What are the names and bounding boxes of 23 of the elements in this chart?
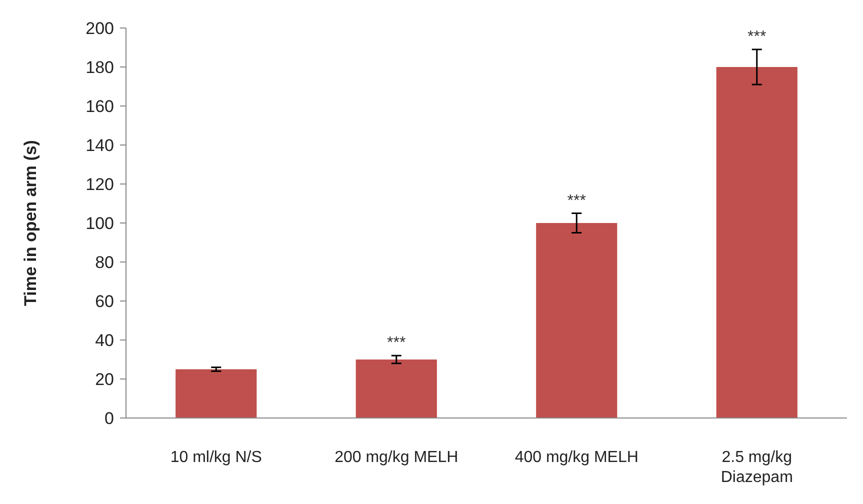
y-tick-label: 100 [86, 214, 114, 233]
annotation: *** [567, 192, 586, 210]
y-tick-label: 60 [95, 292, 114, 311]
y-tick-label: 180 [86, 58, 114, 77]
y-tick-label: 40 [95, 330, 114, 350]
bar [356, 360, 437, 418]
y-tick-label: 80 [95, 252, 114, 272]
y-tick-label: 20 [95, 370, 114, 389]
bar [716, 67, 798, 418]
x-tick-label: 400 mg/kg MELH [514, 449, 638, 466]
y-tick-label: 140 [86, 136, 114, 155]
x-tick-label: 10 ml/kg N/S [170, 449, 262, 466]
annotation: *** [387, 334, 406, 352]
y-axis-title: Time in open arm (s) [21, 140, 40, 306]
y-tick-label: 200 [86, 18, 114, 38]
annotation: *** [748, 28, 766, 46]
y-tick-label: 160 [86, 96, 114, 116]
x-tick-label: 200 mg/kg MELH [334, 449, 458, 466]
y-tick-label: 0 [104, 408, 114, 428]
y-tick-label: 120 [86, 174, 114, 194]
bar [176, 369, 257, 418]
x-tick-label: 2.5 mg/kg Diazepam [720, 449, 793, 486]
bar [536, 223, 618, 418]
